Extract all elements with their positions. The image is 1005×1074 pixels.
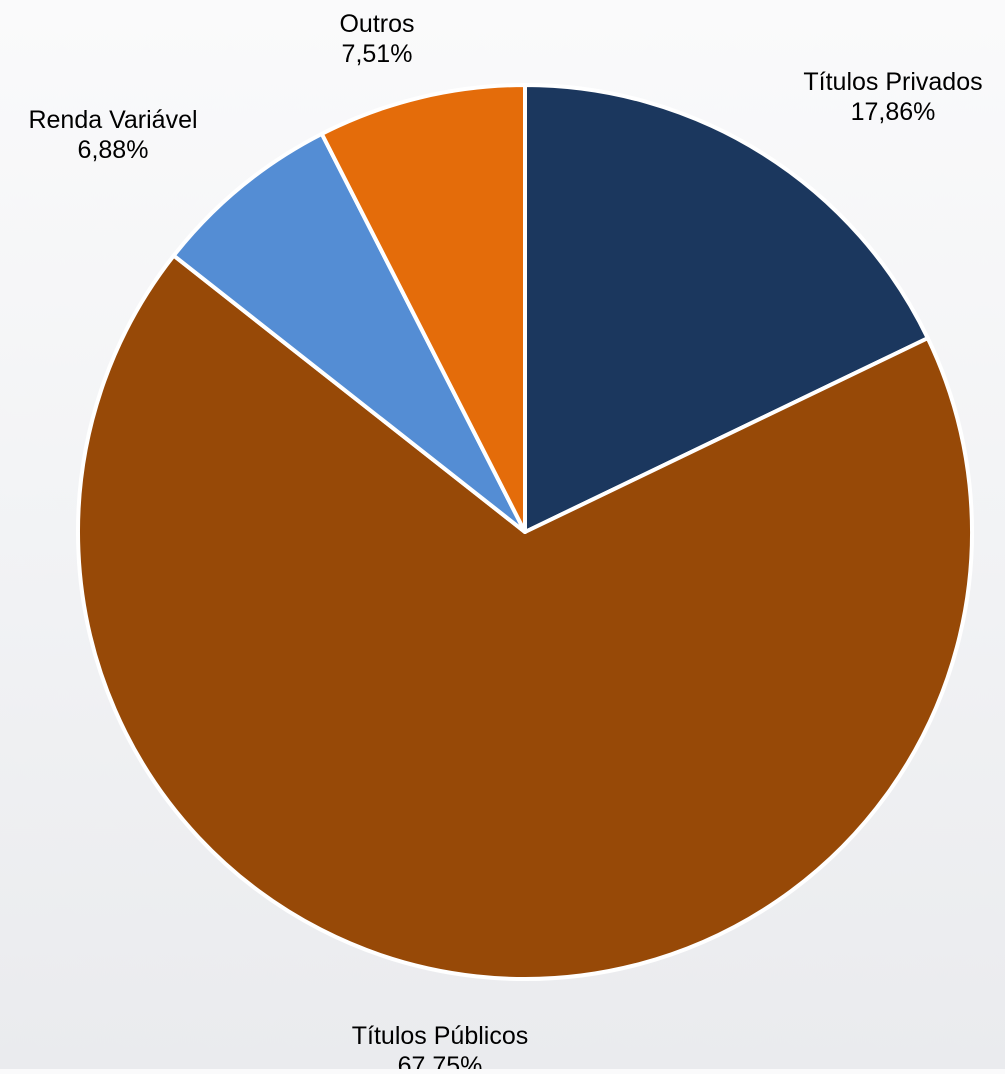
data-label-value: 7,51% — [342, 40, 413, 68]
data-label-value: 67,75% — [398, 1052, 483, 1069]
data-label-titulos-privados: Títulos Privados 17,86% — [803, 68, 982, 126]
pie-slice-titulos-publicos — [76, 253, 974, 981]
data-label-name: Títulos Públicos — [352, 1022, 528, 1050]
data-label-renda-variavel: Renda Variável 6,88% — [28, 106, 197, 164]
data-label-titulos-publicos: Títulos Públicos 67,75% — [352, 1022, 528, 1069]
labels-layer: Títulos Privados 17,86% Títulos Públicos 67… — [28, 10, 982, 1074]
data-label-value: 17,86% — [851, 98, 936, 126]
data-label-name: Títulos Privados — [803, 68, 982, 96]
data-label-name: Renda Variável — [28, 106, 197, 134]
pie-slice-renda-variavel — [171, 131, 527, 534]
data-label-outros: Outros 7,51% — [339, 10, 414, 68]
pie-slice-titulos-privados — [523, 83, 930, 534]
data-label-value: 6,88% — [78, 136, 149, 164]
data-label-name: Outros — [339, 10, 414, 38]
pie-slice-outros — [319, 83, 527, 534]
slices-layer — [76, 83, 974, 981]
